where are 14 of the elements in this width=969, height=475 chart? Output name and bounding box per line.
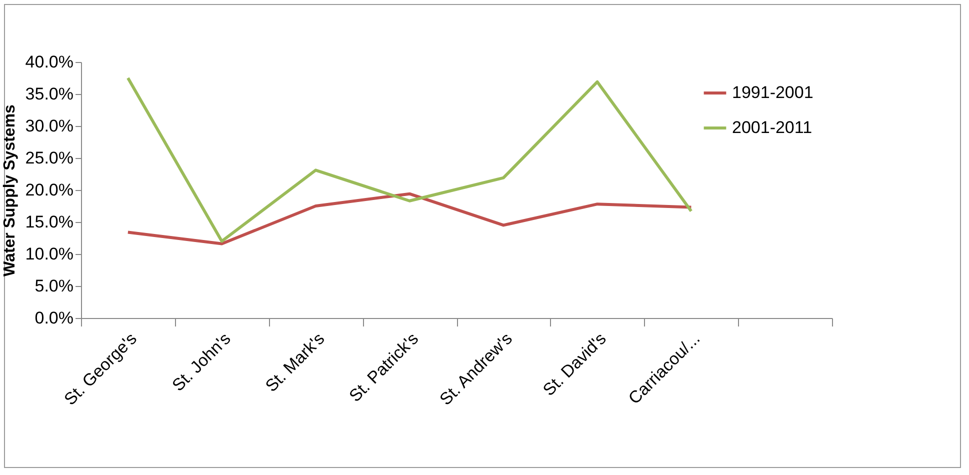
y-axis-title: Water Supply Systems — [1, 104, 18, 276]
y-tick-label: 35.0% — [25, 84, 74, 104]
line-series — [126, 76, 693, 243]
y-tick-label: 30.0% — [25, 116, 74, 136]
y-tick-label: 20.0% — [25, 180, 74, 200]
y-tick-label: 15.0% — [25, 212, 74, 232]
y-tick-label: 10.0% — [25, 244, 74, 264]
legend-label: 1991-2001 — [732, 83, 814, 102]
y-tick-label: 5.0% — [34, 276, 74, 296]
y-tick-label: 40.0% — [25, 52, 74, 72]
y-tick-label: 25.0% — [25, 148, 74, 168]
legend-label: 2001-2011 — [732, 118, 812, 137]
line-series — [126, 192, 693, 246]
y-tick-label: 0.0% — [34, 308, 74, 328]
